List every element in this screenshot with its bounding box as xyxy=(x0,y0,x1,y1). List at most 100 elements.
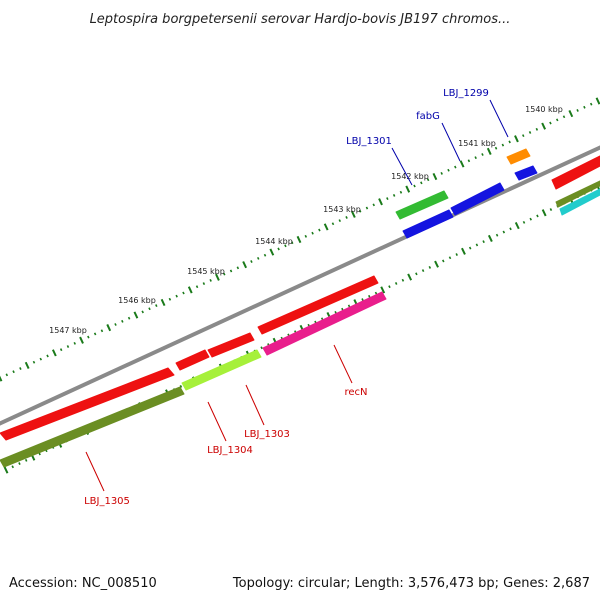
outer-tick xyxy=(447,168,450,172)
outer-tick xyxy=(114,323,117,326)
gene-feature[interactable] xyxy=(395,190,449,220)
leader-line xyxy=(489,99,509,138)
outer-tick xyxy=(242,261,248,269)
outer-tick xyxy=(549,121,552,125)
inner-tick xyxy=(394,282,398,285)
gene-feature[interactable] xyxy=(207,332,255,358)
gene-feature[interactable] xyxy=(0,386,185,468)
gene-feature[interactable] xyxy=(559,188,600,216)
outer-tick xyxy=(19,367,22,370)
outer-tick xyxy=(345,216,348,219)
inner-tick xyxy=(361,298,364,301)
inner-tick xyxy=(421,269,425,273)
outer-tick xyxy=(358,209,362,213)
leader-line xyxy=(245,384,265,426)
inner-tick xyxy=(522,220,526,224)
outer-tick xyxy=(331,222,335,226)
outer-tick xyxy=(229,269,233,273)
leader-line xyxy=(207,401,227,442)
gene-feature[interactable] xyxy=(175,349,210,371)
outer-tick xyxy=(79,336,84,344)
inner-tick xyxy=(388,285,391,289)
outer-tick xyxy=(486,147,492,155)
inner-tick xyxy=(380,286,386,294)
outer-tick xyxy=(595,97,600,105)
outer-tick xyxy=(365,206,369,210)
outer-tick xyxy=(413,184,416,188)
leader-line xyxy=(333,344,353,384)
kbp-label: 1541 kbp xyxy=(458,139,496,148)
inner-tick xyxy=(434,260,439,268)
kbp-label: 1544 kbp xyxy=(255,237,293,246)
inner-tick xyxy=(487,234,493,243)
outer-tick xyxy=(535,127,539,131)
inner-tick xyxy=(536,214,539,218)
outer-tick xyxy=(160,298,166,307)
outer-tick xyxy=(87,335,90,339)
outer-tick xyxy=(277,247,280,251)
gene-feature[interactable] xyxy=(555,180,600,208)
outer-tick xyxy=(528,131,532,134)
outer-tick xyxy=(467,159,471,163)
leader-line xyxy=(85,451,105,492)
outer-tick xyxy=(522,134,525,138)
gene-label-forward[interactable]: LBJ_1299 xyxy=(443,88,489,99)
gene-label-forward[interactable]: fabG xyxy=(416,111,440,122)
inner-tick xyxy=(415,272,418,276)
inner-tick xyxy=(428,265,432,269)
kbp-label: 1546 kbp xyxy=(118,296,156,305)
outer-tick xyxy=(541,122,547,130)
gene-feature[interactable] xyxy=(506,148,531,165)
outer-tick xyxy=(304,234,308,238)
outer-tick xyxy=(399,190,403,194)
outer-tick xyxy=(589,102,593,106)
outer-tick xyxy=(155,304,158,308)
outer-tick xyxy=(269,248,275,256)
outer-tick xyxy=(256,256,260,260)
gene-label-reverse[interactable]: recN xyxy=(344,387,367,398)
outer-tick xyxy=(311,231,314,235)
outer-tick xyxy=(148,307,151,311)
kbp-label: 1543 kbp xyxy=(323,205,361,214)
outer-tick xyxy=(93,332,97,336)
kbp-label: 1540 kbp xyxy=(525,105,563,114)
outer-tick xyxy=(454,165,457,169)
outer-tick xyxy=(508,140,511,144)
outer-tick xyxy=(583,105,586,109)
gene-feature[interactable] xyxy=(551,155,600,190)
outer-tick xyxy=(133,311,139,319)
inner-tick xyxy=(549,208,553,211)
gene-feature[interactable] xyxy=(514,165,538,181)
inner-tick xyxy=(347,304,351,308)
outer-tick xyxy=(209,278,212,282)
outer-tick xyxy=(494,146,498,150)
gene-feature[interactable] xyxy=(402,209,454,239)
inner-tick xyxy=(495,233,499,237)
gene-feature[interactable] xyxy=(181,349,262,391)
inner-tick xyxy=(401,278,405,282)
outer-tick xyxy=(187,286,193,294)
outer-tick xyxy=(202,282,206,285)
gene-label-forward[interactable]: LBJ_1301 xyxy=(346,136,392,147)
outer-tick xyxy=(501,143,505,147)
gene-feature[interactable] xyxy=(257,275,379,335)
outer-tick xyxy=(296,235,302,244)
outer-tick xyxy=(318,228,321,232)
outer-tick xyxy=(392,194,396,197)
outer-tick xyxy=(223,272,226,276)
outer-tick xyxy=(141,310,144,314)
inner-tick xyxy=(11,465,14,469)
leader-line xyxy=(441,122,461,162)
gene-feature[interactable] xyxy=(262,291,387,356)
outer-tick xyxy=(215,273,220,281)
outer-tick xyxy=(12,370,15,374)
gene-label-reverse[interactable]: LBJ_1304 xyxy=(207,445,253,456)
outer-tick xyxy=(440,171,443,175)
inner-tick xyxy=(509,227,512,231)
outer-tick xyxy=(182,291,185,295)
gene-feature[interactable] xyxy=(450,182,505,216)
outer-tick xyxy=(386,197,389,201)
gene-label-reverse[interactable]: LBJ_1303 xyxy=(244,429,290,440)
gene-label-reverse[interactable]: LBJ_1305 xyxy=(84,496,130,507)
gene-feature[interactable] xyxy=(0,367,175,441)
